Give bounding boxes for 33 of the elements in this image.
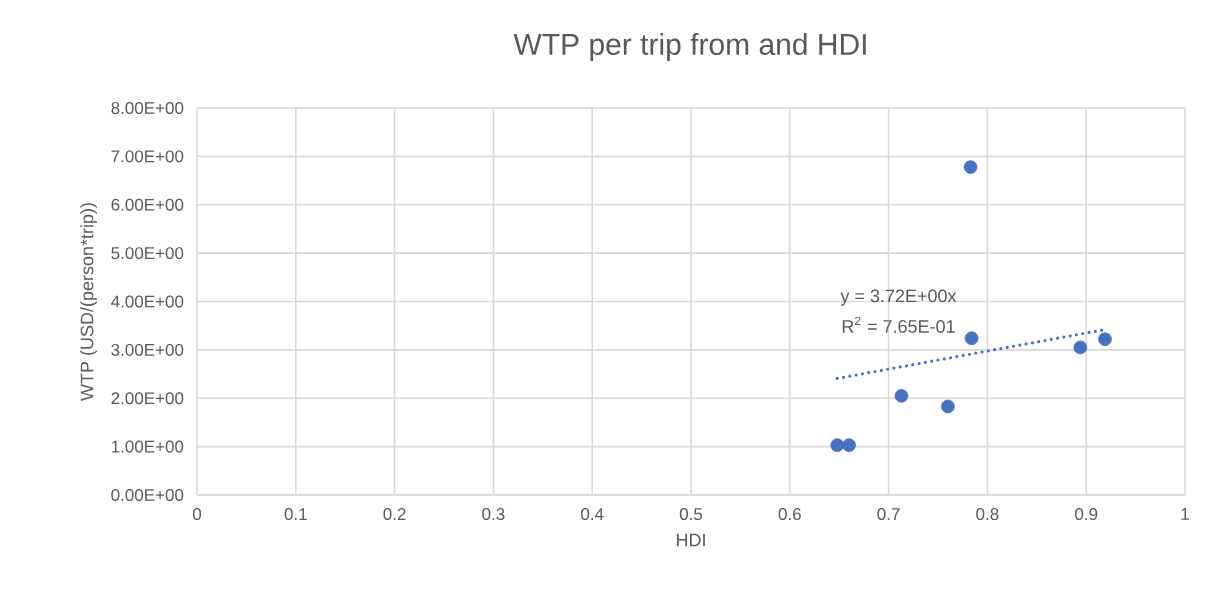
point: [941, 399, 955, 414]
x-tick-label: 0.7: [877, 508, 900, 521]
x-axis-title: HDI: [676, 533, 705, 547]
x-tick-label: 0.4: [581, 508, 604, 521]
y-tick-label: 2.00E+00: [111, 392, 184, 405]
y-tick-label: 1.00E+00: [111, 440, 184, 453]
point: [1098, 332, 1112, 347]
y-tick-label: 0.00E+00: [111, 489, 184, 502]
chart-title: WTP per trip from and HDI: [513, 32, 866, 61]
x-tick-label: 1: [1181, 508, 1189, 520]
point: [894, 389, 909, 403]
y-tick-label: 5.00E+00: [111, 247, 184, 260]
point: [963, 160, 978, 174]
y-axis-title: WTP (USD/(person*trip)): [80, 203, 97, 401]
x-tick-label: 0.3: [482, 508, 505, 521]
x-tick-label: 0.2: [383, 508, 406, 521]
point: [964, 331, 979, 346]
y-tick-label: 8.00E+00: [111, 102, 184, 115]
x-tick-label: 0: [192, 508, 202, 521]
x-tick-label: 0.9: [1075, 508, 1098, 521]
point: [842, 438, 856, 452]
point: [1073, 340, 1088, 355]
x-tick-label: 0.8: [976, 508, 999, 521]
y-tick-label: 4.00E+00: [111, 295, 184, 308]
y-tick-label: 7.00E+00: [111, 150, 184, 163]
x-tick-label: 0.1: [284, 508, 307, 521]
x-tick-label: 0.5: [679, 508, 703, 521]
annotation: y = 3.72E+00x: [840, 289, 957, 306]
point: [830, 438, 845, 452]
y-tick-label: 3.00E+00: [111, 343, 184, 356]
y-tick-label: 6.00E+00: [111, 198, 184, 211]
x-tick-label: 0.6: [778, 508, 801, 521]
annotation: R$^{2}$ = 7.65E-01: [842, 316, 955, 333]
